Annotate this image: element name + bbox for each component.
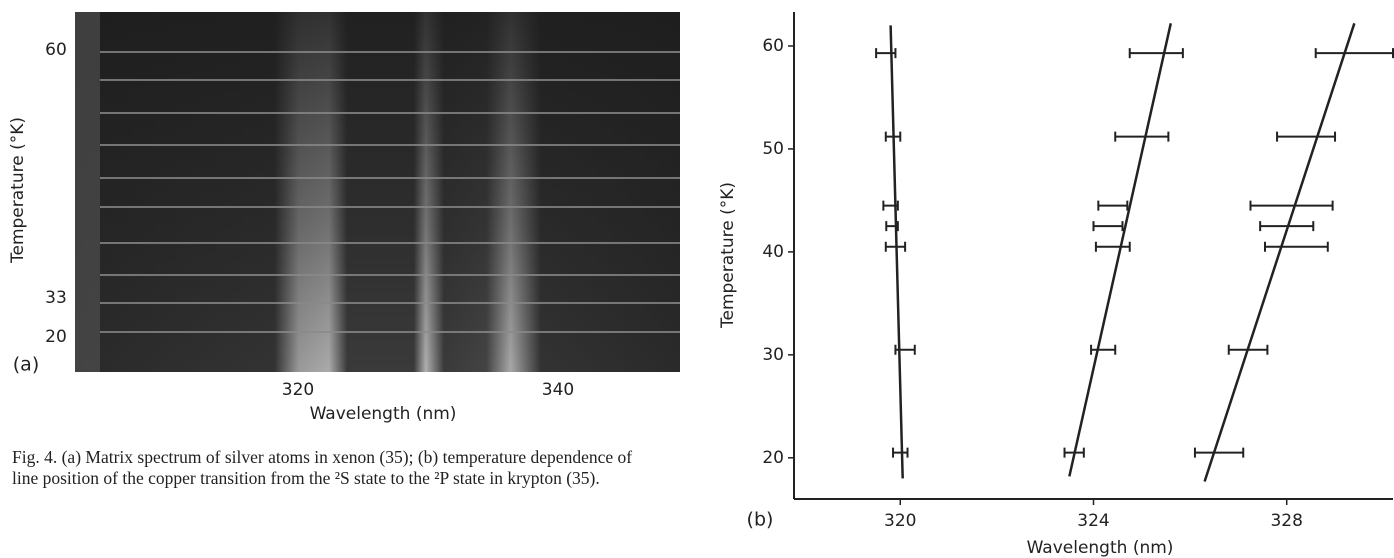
- y-tick-label: 40: [762, 242, 784, 262]
- spectrum-photo: [75, 12, 680, 372]
- error-bar: [875, 48, 897, 59]
- y-tick-label: 20: [762, 448, 784, 468]
- fit-line: [1068, 23, 1173, 477]
- y-tick-label: 50: [762, 139, 784, 159]
- x-axis-label: Wavelength (nm): [310, 404, 457, 424]
- error-bar: [1114, 131, 1170, 142]
- error-bar: [1259, 221, 1315, 232]
- error-bar: [1249, 200, 1334, 211]
- error-bar: [1314, 48, 1394, 59]
- error-bar: [894, 344, 916, 355]
- error-bar: [1193, 447, 1245, 458]
- error-bar: [1227, 344, 1269, 355]
- error-bar: [1092, 221, 1124, 232]
- x-tick-label: 340: [542, 380, 574, 400]
- x-axis-label: Wavelength (nm): [1027, 538, 1174, 558]
- x-tick-label: 320: [884, 511, 916, 531]
- error-bar: [882, 200, 899, 211]
- panel-label: (a): [13, 354, 39, 376]
- fit-line: [889, 25, 904, 479]
- error-bar: [892, 447, 909, 458]
- y-axis-label: Temperature (°K): [8, 117, 28, 264]
- y-tick-label: 30: [762, 345, 784, 365]
- panel-label: (b): [747, 509, 774, 531]
- y-axis-label: Temperature (°K): [718, 182, 738, 329]
- caption: Fig. 4. (a) Matrix spectrum of silver at…: [12, 447, 633, 488]
- x-tick-label: 328: [1270, 511, 1302, 531]
- error-bar: [884, 131, 902, 142]
- y-tick-label: 20: [45, 327, 67, 347]
- x-tick-label: 324: [1077, 511, 1109, 531]
- error-bar: [885, 221, 899, 232]
- error-bar: [1063, 447, 1085, 458]
- error-bar: [884, 241, 907, 252]
- fit-line: [1203, 22, 1356, 482]
- error-bar: [1094, 241, 1131, 252]
- error-bar: [1097, 200, 1129, 211]
- y-tick-label: 60: [45, 40, 67, 60]
- error-bar: [1128, 48, 1184, 59]
- y-tick-label: 60: [762, 36, 784, 56]
- error-bar: [1276, 131, 1337, 142]
- error-bar: [1263, 241, 1329, 252]
- y-tick-label: 33: [45, 288, 67, 308]
- x-tick-label: 320: [282, 380, 314, 400]
- error-bar: [1090, 344, 1117, 355]
